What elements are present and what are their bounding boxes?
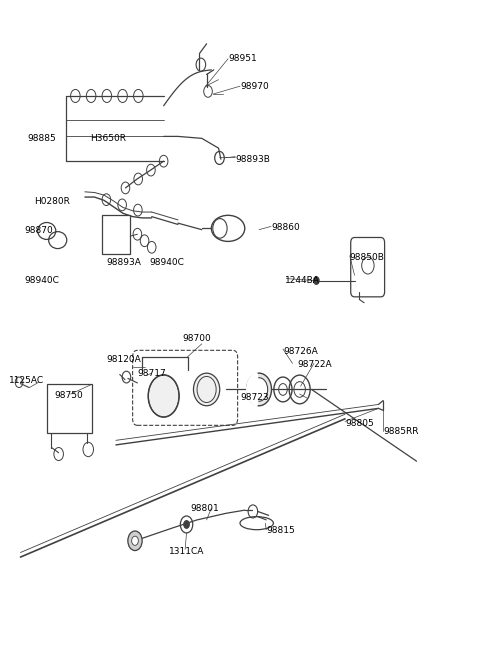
Text: 98893A: 98893A [107,258,141,267]
Text: 98951: 98951 [228,54,257,64]
Text: 98860: 98860 [271,223,300,233]
Text: 98940C: 98940C [24,276,59,285]
Circle shape [313,276,319,284]
Text: 98120A: 98120A [107,355,141,364]
Text: 98805: 98805 [345,419,374,428]
Text: 1125AC: 1125AC [9,377,44,386]
Circle shape [184,521,190,529]
Ellipse shape [247,373,272,405]
Text: 1311CA: 1311CA [169,547,205,555]
FancyBboxPatch shape [47,384,92,433]
Text: 98722A: 98722A [297,360,332,369]
FancyBboxPatch shape [102,215,130,254]
Text: 9885RR: 9885RR [383,427,419,436]
FancyBboxPatch shape [351,238,384,297]
Text: 98970: 98970 [240,82,269,90]
Text: H0280R: H0280R [34,197,70,206]
Wedge shape [247,373,259,406]
Ellipse shape [193,373,220,405]
Text: 98893B: 98893B [235,155,270,164]
Text: 98717: 98717 [137,369,166,378]
Text: H3650R: H3650R [90,134,126,143]
Text: 98750: 98750 [54,392,83,400]
Text: 98815: 98815 [266,527,295,536]
Text: 98723: 98723 [240,394,269,402]
Text: 1244BA: 1244BA [285,276,320,285]
Circle shape [128,531,142,551]
Text: 98801: 98801 [190,504,219,513]
Circle shape [132,536,138,546]
Text: 98870: 98870 [24,227,53,235]
Text: 98940C: 98940C [149,258,184,267]
Text: 98885: 98885 [28,134,56,143]
Ellipse shape [148,375,179,417]
Text: 98726A: 98726A [283,347,318,356]
Text: 98700: 98700 [183,334,212,343]
Text: 98850B: 98850B [350,253,384,262]
Circle shape [251,378,268,402]
